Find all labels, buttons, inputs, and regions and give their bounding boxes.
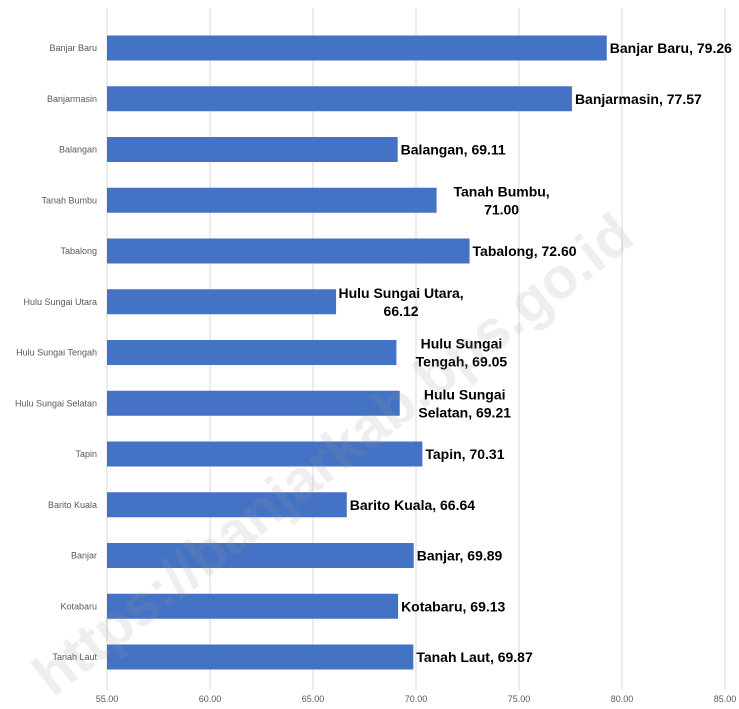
x-tick-label: 60.00 bbox=[199, 694, 222, 704]
data-labels: Banjar Baru, 79.26 Banjarmasin, 77.57 Bala… bbox=[338, 40, 732, 665]
category-labels: Banjar Baru Banjarmasin Balangan Tanah Bumb… bbox=[15, 43, 98, 662]
bar bbox=[107, 390, 400, 416]
bar bbox=[107, 289, 337, 315]
data-label-line: 71.00 bbox=[484, 201, 519, 217]
data-label-line: Hulu Sungai bbox=[421, 336, 503, 352]
data-label-line: Tanah Bumbu, bbox=[454, 183, 550, 199]
bar bbox=[107, 593, 399, 619]
data-label: Banjarmasin, 77.57 bbox=[575, 91, 702, 107]
category-label: Tapin bbox=[75, 449, 97, 459]
data-label: Tanah Bumbu, 71.00 bbox=[454, 183, 550, 217]
x-tick-label: 80.00 bbox=[611, 694, 634, 704]
bar bbox=[107, 35, 607, 61]
category-label: Tanah Bumbu bbox=[41, 195, 97, 205]
data-label-line: 66.12 bbox=[384, 303, 419, 319]
data-label-line: Hulu Sungai Utara, bbox=[338, 285, 463, 301]
category-label: Tabalong bbox=[60, 246, 97, 256]
category-label: Balangan bbox=[59, 145, 97, 155]
data-label: Balangan, 69.11 bbox=[401, 142, 506, 158]
x-tick-label: 55.00 bbox=[96, 694, 119, 704]
x-tick-label: 75.00 bbox=[508, 694, 531, 704]
x-tick-label: 85.00 bbox=[714, 694, 737, 704]
data-label-line: Tengah, 69.05 bbox=[416, 354, 508, 370]
data-label: Banjar, 69.89 bbox=[417, 548, 503, 564]
data-label: Tabalong, 72.60 bbox=[473, 243, 577, 259]
bar bbox=[107, 137, 398, 162]
category-label: Hulu Sungai Selatan bbox=[15, 398, 97, 408]
data-label: Hulu Sungai Selatan, 69.21 bbox=[418, 386, 511, 420]
bar bbox=[107, 644, 414, 670]
category-label: Tanah Laut bbox=[52, 652, 97, 662]
x-tick-label: 65.00 bbox=[302, 694, 325, 704]
data-label: Tapin, 70.31 bbox=[425, 446, 504, 462]
data-label: Hulu Sungai Tengah, 69.05 bbox=[416, 336, 508, 370]
category-label: Banjarmasin bbox=[47, 94, 97, 104]
data-label: Barito Kuala, 66.64 bbox=[350, 497, 475, 513]
data-label-line: Selatan, 69.21 bbox=[418, 404, 511, 420]
data-label: Kotabaru, 69.13 bbox=[401, 598, 505, 614]
x-tick-label: 70.00 bbox=[405, 694, 428, 704]
category-label: Banjar bbox=[71, 551, 97, 561]
data-label: Tanah Laut, 69.87 bbox=[416, 649, 533, 665]
bar bbox=[107, 238, 470, 264]
category-label: Banjar Baru bbox=[49, 43, 97, 53]
data-label: Banjar Baru, 79.26 bbox=[610, 40, 732, 56]
category-label: Kotabaru bbox=[60, 601, 97, 611]
bar bbox=[107, 441, 423, 467]
bar bbox=[107, 543, 414, 568]
category-label: Hulu Sungai Tengah bbox=[16, 348, 97, 358]
bars bbox=[107, 35, 607, 670]
data-label-line: Hulu Sungai bbox=[424, 386, 506, 402]
data-label: Hulu Sungai Utara, 66.12 bbox=[338, 285, 463, 319]
category-label: Barito Kuala bbox=[48, 500, 97, 510]
bar bbox=[107, 340, 397, 365]
category-label: Hulu Sungai Utara bbox=[23, 297, 97, 307]
bar bbox=[107, 187, 437, 213]
x-axis-ticks: 55.00 60.00 65.00 70.00 75.00 80.00 85.00 bbox=[96, 694, 737, 704]
bar bbox=[107, 492, 347, 518]
bar bbox=[107, 86, 572, 112]
